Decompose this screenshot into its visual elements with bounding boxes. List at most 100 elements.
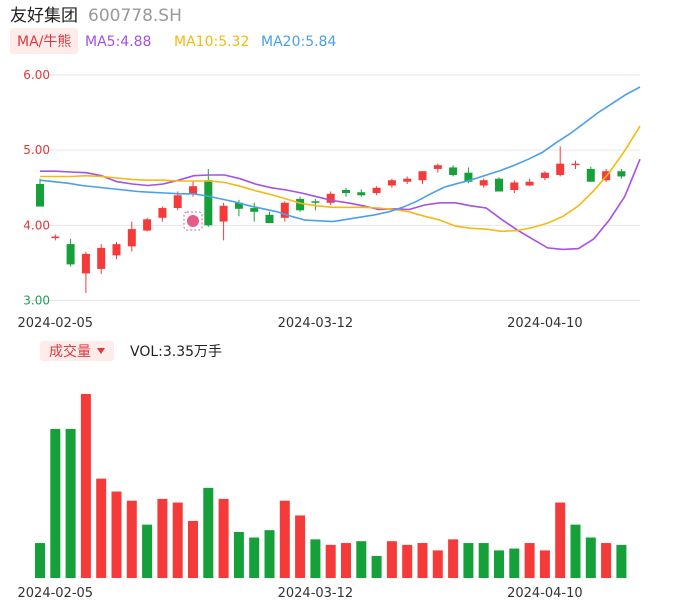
- candle-body: [280, 202, 289, 218]
- volume-x-tick-label: 2024-03-12: [278, 586, 354, 601]
- candle-body: [265, 214, 274, 224]
- volume-selector-bg: [40, 341, 114, 361]
- volume-bar: [218, 498, 229, 578]
- volume-bar: [279, 500, 290, 578]
- volume-bar: [264, 530, 275, 578]
- volume-bar: [417, 543, 428, 578]
- volume-bar: [325, 544, 336, 578]
- candle-body: [479, 180, 488, 186]
- candles: [36, 146, 626, 293]
- ma5-line: [40, 158, 641, 251]
- candle-body: [250, 208, 259, 212]
- volume-bar: [494, 550, 504, 578]
- volume-bar: [341, 543, 351, 578]
- volume-bar: [601, 543, 612, 578]
- volume-bar: [310, 539, 321, 578]
- candle-body: [66, 244, 75, 265]
- volume-date-axis: 2024-02-05 2024-03-12 2024-04-10: [18, 586, 583, 601]
- candle-body: [234, 202, 243, 209]
- volume-bar: [203, 487, 214, 578]
- volume-x-tick-label: 2024-04-10: [507, 586, 583, 601]
- volume-bar: [65, 428, 76, 578]
- candle-body: [311, 201, 320, 203]
- ma-lines: [39, 86, 641, 251]
- candle-body: [342, 189, 350, 194]
- volume-bar: [432, 550, 443, 578]
- ma20-line: [39, 86, 641, 223]
- volume-bar: [616, 544, 627, 578]
- volume-bar: [371, 555, 382, 578]
- y-tick-label: 5.00: [23, 143, 50, 157]
- candle-body: [326, 193, 335, 203]
- volume-bar: [157, 498, 168, 578]
- volume-bar: [539, 550, 550, 578]
- volume-bar: [402, 544, 413, 578]
- candle-body: [464, 172, 473, 182]
- volume-value: VOL:3.35万手: [130, 344, 222, 360]
- x-tick-label: 2024-02-05: [18, 316, 94, 331]
- volume-bar: [509, 548, 520, 578]
- volume-bar: [463, 543, 474, 578]
- volume-bar: [555, 502, 566, 578]
- volume-bar: [96, 478, 107, 578]
- volume-bar: [524, 543, 535, 578]
- candle-body: [403, 178, 412, 182]
- price-axis: 6.00 5.00 4.00 3.00: [23, 68, 50, 307]
- candle-body: [36, 183, 44, 207]
- volume-bar: [142, 524, 153, 578]
- volume-bar: [356, 541, 367, 578]
- volume-bar: [188, 520, 198, 578]
- candle-body: [97, 247, 106, 269]
- volume-bar: [111, 491, 122, 578]
- x-tick-label: 2024-04-10: [507, 316, 583, 331]
- volume-selector-label: 成交量: [49, 343, 91, 360]
- candle-body: [158, 208, 167, 218]
- volume-bar: [50, 428, 61, 578]
- volume-bar: [249, 537, 260, 578]
- candle-body: [586, 168, 595, 182]
- candle-body: [81, 253, 90, 274]
- candle-body: [617, 171, 626, 177]
- markers: [183, 211, 203, 231]
- candle-body: [433, 165, 442, 169]
- volume-bar: [570, 524, 581, 578]
- y-tick-label: 3.00: [23, 293, 50, 307]
- candle-body: [112, 244, 121, 256]
- candle-body: [449, 167, 458, 175]
- volume-bar: [233, 532, 244, 578]
- x-tick-label: 2024-03-12: [278, 316, 354, 331]
- volume-bar: [126, 500, 137, 578]
- candle-body: [143, 219, 152, 231]
- ma10-line: [40, 125, 641, 233]
- stock-code: 600778.SH: [88, 6, 182, 26]
- price-grid: [30, 74, 640, 301]
- candle-body: [525, 181, 534, 186]
- volume-bars: [35, 394, 627, 578]
- bull-bear-icon: [187, 215, 199, 227]
- candle-body: [556, 163, 565, 175]
- indicator-label: MA/牛熊: [17, 34, 71, 50]
- candle-body: [372, 187, 381, 194]
- candle-body: [571, 163, 580, 166]
- candle-body: [127, 229, 136, 247]
- indicator-selector[interactable]: MA/牛熊: [10, 28, 78, 54]
- ma5-legend: MA5:4.88: [85, 34, 151, 50]
- candle-body: [495, 178, 503, 192]
- candle-body: [173, 195, 182, 209]
- candle-body: [189, 186, 197, 194]
- volume-bar: [478, 543, 489, 578]
- volume-selector[interactable]: 成交量: [40, 341, 114, 361]
- volume-bar: [295, 515, 306, 578]
- volume-bar: [80, 394, 91, 578]
- indicator-selector-bg: [10, 28, 78, 54]
- volume-bar: [448, 539, 459, 578]
- volume-bar: [386, 541, 397, 578]
- y-tick-label: 4.00: [23, 218, 50, 232]
- candle-body: [51, 236, 60, 239]
- candle-body: [357, 192, 366, 196]
- candle-body: [204, 180, 213, 226]
- ma20-legend: MA20:5.84: [261, 34, 336, 50]
- candle-body: [296, 199, 305, 211]
- candle-body: [219, 205, 228, 222]
